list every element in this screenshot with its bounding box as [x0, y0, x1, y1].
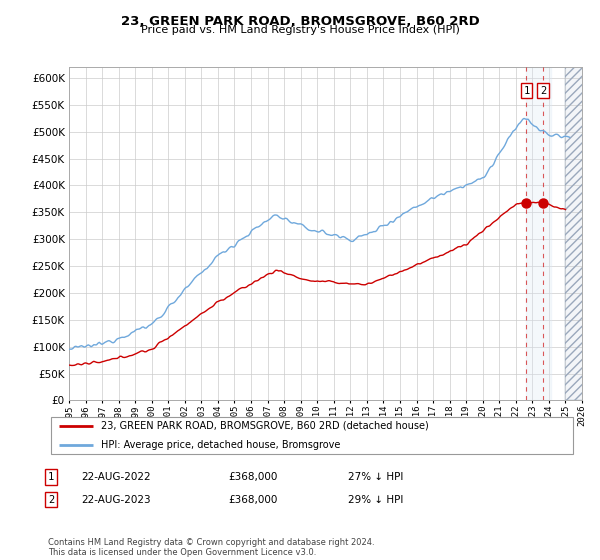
- Text: Contains HM Land Registry data © Crown copyright and database right 2024.
This d: Contains HM Land Registry data © Crown c…: [48, 538, 374, 557]
- Text: Price paid vs. HM Land Registry's House Price Index (HPI): Price paid vs. HM Land Registry's House …: [140, 25, 460, 35]
- Text: £368,000: £368,000: [228, 494, 277, 505]
- Text: £368,000: £368,000: [228, 472, 277, 482]
- Text: 23, GREEN PARK ROAD, BROMSGROVE, B60 2RD: 23, GREEN PARK ROAD, BROMSGROVE, B60 2RD: [121, 15, 479, 28]
- Text: 1: 1: [523, 86, 530, 96]
- Text: 2: 2: [48, 494, 54, 505]
- Text: HPI: Average price, detached house, Bromsgrove: HPI: Average price, detached house, Brom…: [101, 440, 340, 450]
- Bar: [526, 67, 551, 400]
- Bar: [565, 40, 599, 400]
- Text: 2: 2: [540, 86, 546, 96]
- FancyBboxPatch shape: [50, 417, 574, 454]
- Text: 22-AUG-2023: 22-AUG-2023: [81, 494, 151, 505]
- Text: 23, GREEN PARK ROAD, BROMSGROVE, B60 2RD (detached house): 23, GREEN PARK ROAD, BROMSGROVE, B60 2RD…: [101, 421, 428, 431]
- Text: 1: 1: [48, 472, 54, 482]
- Text: 22-AUG-2022: 22-AUG-2022: [81, 472, 151, 482]
- Text: 29% ↓ HPI: 29% ↓ HPI: [348, 494, 403, 505]
- Text: 27% ↓ HPI: 27% ↓ HPI: [348, 472, 403, 482]
